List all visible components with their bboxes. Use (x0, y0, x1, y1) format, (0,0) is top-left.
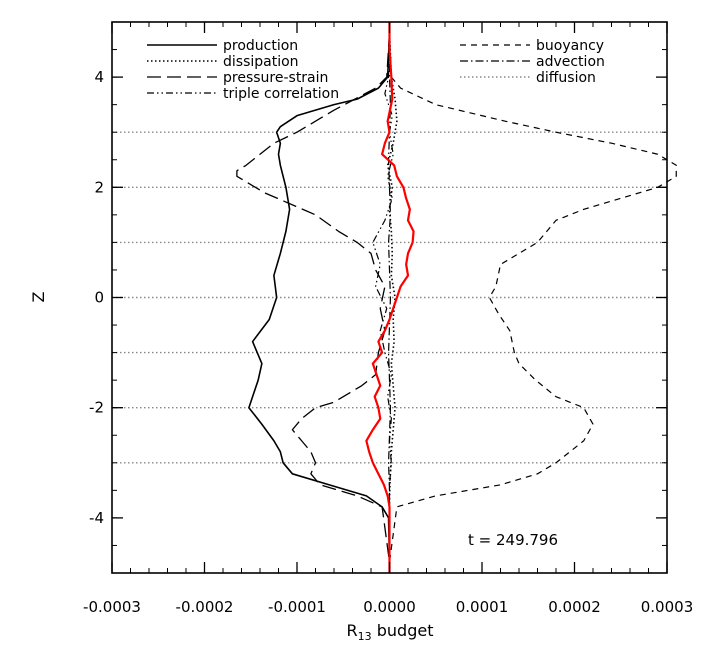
x-tick-label: 0.0000 (363, 598, 416, 616)
y-tick-label: 2 (94, 178, 104, 196)
y-tick-label: -4 (89, 509, 104, 527)
x-tick-label: -0.0001 (268, 598, 326, 616)
x-tick-label: 0.0003 (641, 598, 694, 616)
x-axis-word: budget (377, 621, 434, 640)
x-axis-subscript: 13 (358, 630, 372, 643)
axis-ticks: -0.0003 -0.0002 -0.0001 0.0000 0.0001 0.0002 0… (83, 21, 694, 616)
legend-label-pressure-strain: pressure-strain (223, 70, 328, 86)
series-buoyancy (388, 32, 677, 563)
time-annotation: t = 249.796 (468, 531, 558, 549)
x-tick-label: -0.0003 (83, 598, 141, 616)
series-triple-correlation (372, 33, 394, 562)
x-tick-label: 0.0001 (456, 598, 509, 616)
legend-label-diffusion: diffusion (536, 70, 596, 86)
series-layer (236, 22, 677, 573)
legend-label-dissipation: dissipation (223, 54, 299, 70)
y-tick-label: 4 (94, 68, 104, 86)
series-net-tendency (365, 22, 415, 573)
legend-label-buoyancy: buoyancy (536, 38, 604, 54)
legend-label-production: production (223, 38, 298, 54)
y-axis-title: Z (29, 291, 48, 302)
x-tick-label: -0.0002 (176, 598, 234, 616)
legend: productiondissipationpressure-straintrip… (147, 38, 605, 102)
y-tick-label: -2 (89, 399, 104, 417)
legend-label-advection: advection (536, 54, 605, 70)
series-production (248, 32, 391, 562)
series-pressure-strain (236, 32, 391, 563)
legend-label-triple-correlation: triple correlation (223, 86, 339, 102)
x-tick-label: 0.0002 (548, 598, 601, 616)
x-axis-symbol: R (347, 621, 358, 640)
x-axis-title: R13 budget (347, 621, 434, 643)
y-tick-label: 0 (94, 289, 104, 307)
